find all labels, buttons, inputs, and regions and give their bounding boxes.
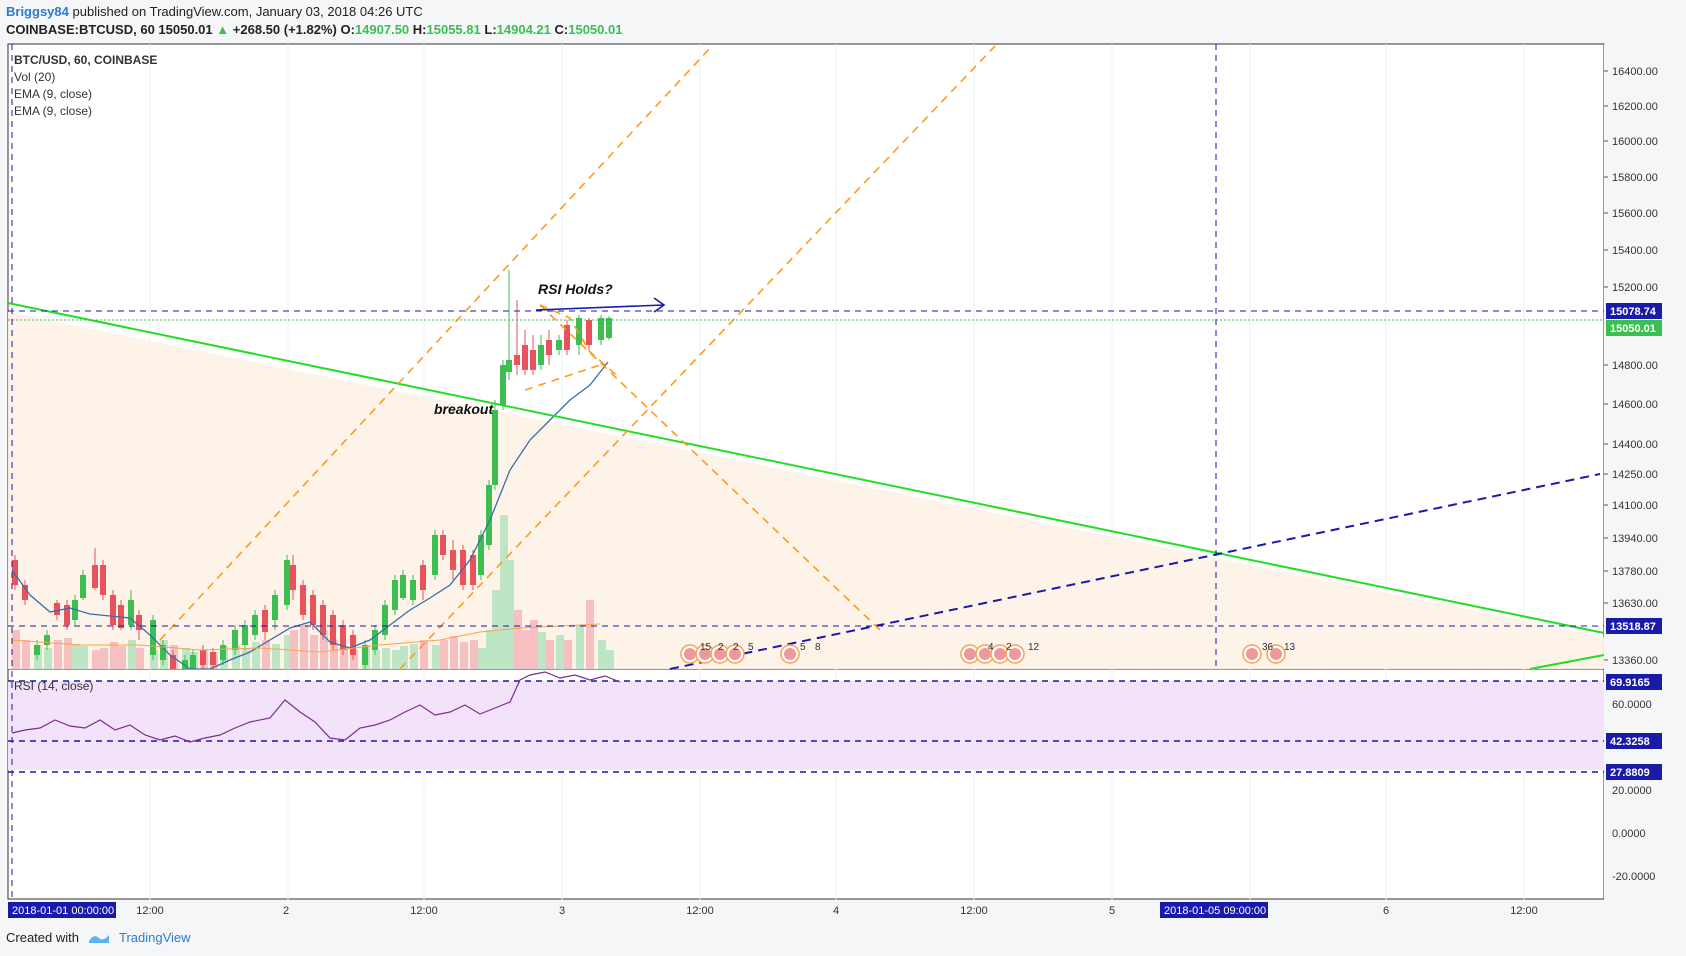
ema2-line <box>11 623 601 653</box>
author-link[interactable]: Briggsy84 <box>6 4 69 19</box>
ema-line <box>11 361 609 670</box>
price-tag: 13518.87 <box>1610 621 1656 633</box>
price-tick: 13780.00 <box>1612 566 1658 578</box>
high-label: H: <box>412 22 427 37</box>
price-tick: 14100.00 <box>1612 500 1658 512</box>
low-value: 14904.21 <box>496 22 551 37</box>
price-tick: 15400.00 <box>1612 245 1658 257</box>
time-tick: 12:00 <box>136 905 164 917</box>
low-label: L: <box>484 22 497 37</box>
price-tick: 13940.00 <box>1612 533 1658 545</box>
arrow-annotation <box>535 297 666 313</box>
price-tick: 16200.00 <box>1612 101 1658 113</box>
price-axis <box>1604 44 1686 900</box>
price-tick: 16400.00 <box>1612 66 1658 78</box>
price-tick: 14800.00 <box>1612 360 1658 372</box>
rsi-tick: -20.0000 <box>1612 871 1655 883</box>
time-axis <box>8 900 1604 920</box>
open-label: O: <box>340 22 355 37</box>
legend-vol: Vol (20) <box>14 70 55 84</box>
price-tick: 15600.00 <box>1612 208 1658 220</box>
wedge-fill <box>8 312 1604 669</box>
time-tag: 2018-01-01 00:00:00 <box>12 905 114 917</box>
event-count: 2 <box>1006 642 1012 653</box>
high-value: 15055.81 <box>426 22 481 37</box>
price-tick: 15800.00 <box>1612 172 1658 184</box>
footer: Created with TradingView <box>6 930 191 945</box>
blue-dashed-rising <box>669 473 1601 670</box>
event-count: 2 <box>718 642 724 653</box>
legend-ema2: EMA (9, close) <box>14 104 92 118</box>
event-count: 15 <box>700 642 712 653</box>
open-value: 14907.50 <box>354 22 410 37</box>
tradingview-brand[interactable]: TradingView <box>118 930 191 945</box>
event-count: 36 <box>1262 642 1274 653</box>
price-tick: 14600.00 <box>1612 399 1658 411</box>
legend-ema1: EMA (9, close) <box>14 87 92 101</box>
price-tick: 16000.00 <box>1612 136 1658 148</box>
event-markers: 15 2 2 5 5 8 4 2 12 36 13 <box>680 642 1296 664</box>
rsi-tick: 60.0000 <box>1612 699 1652 711</box>
created-with: Created with <box>6 930 79 945</box>
time-tick: 12:00 <box>1510 905 1538 917</box>
chart-canvas[interactable]: RSI Holds? breakout BTC/USD, 60, COINBAS… <box>0 0 1686 930</box>
time-tick: 5 <box>1109 905 1115 917</box>
event-count: 8 <box>815 642 821 653</box>
rsi-holds-label: RSI Holds? <box>538 281 613 297</box>
breakout-label: breakout <box>434 401 494 417</box>
event-count: 4 <box>988 642 994 653</box>
event-count: 5 <box>748 642 754 653</box>
time-tick: 12:00 <box>686 905 714 917</box>
price-tag: 15078.74 <box>1610 306 1657 318</box>
time-tick: 2 <box>283 905 289 917</box>
price-tag: 15050.01 <box>1610 323 1656 335</box>
price-tick: 13630.00 <box>1612 598 1658 610</box>
rsi-tick: 0.0000 <box>1612 828 1646 840</box>
symbol-text: COINBASE:BTCUSD, 60 <box>6 22 155 37</box>
green-trendline-main <box>7 302 1605 634</box>
rsi-line <box>11 671 621 743</box>
green-trendline-lower <box>1529 654 1605 670</box>
price-tick: 15200.00 <box>1612 282 1658 294</box>
event-count: 5 <box>800 642 806 653</box>
publish-info: published on TradingView.com, January 03… <box>72 4 423 19</box>
rsi-band <box>8 681 1604 770</box>
time-tick: 3 <box>559 905 565 917</box>
publish-header: Briggsy84 published on TradingView.com, … <box>6 4 423 19</box>
time-tick: 12:00 <box>960 905 988 917</box>
price-axis-labels: 16400.00 16200.00 16000.00 15800.00 15600.00… <box>1604 66 1662 883</box>
time-tick: 12:00 <box>410 905 438 917</box>
orange-channel <box>159 45 996 670</box>
time-axis-labels: 12:00 2 12:00 3 12:00 4 12:00 5 6 12:00 2018-01-01… <box>8 902 1538 918</box>
legend-main: BTC/USD, 60, COINBASE <box>14 53 157 67</box>
rsi-tag: 69.9165 <box>1610 677 1650 689</box>
legend-rsi: RSI (14, close) <box>14 679 93 693</box>
price-change: +268.50 (+1.82%) <box>232 22 337 37</box>
close-label: C: <box>554 22 569 37</box>
event-count: 2 <box>733 642 739 653</box>
time-tick: 4 <box>833 905 839 917</box>
last-price: 15050.01 <box>158 22 213 37</box>
time-tick: 6 <box>1383 905 1389 917</box>
rsi-tag: 27.8809 <box>1610 767 1650 779</box>
event-count: 12 <box>1028 642 1040 653</box>
price-tick: 14400.00 <box>1612 439 1658 451</box>
price-tick: 14250.00 <box>1612 469 1658 481</box>
event-count: 13 <box>1284 642 1296 653</box>
rsi-tick: 20.0000 <box>1612 785 1652 797</box>
price-tick: 13360.00 <box>1612 655 1658 667</box>
tradingview-logo-icon <box>88 934 109 943</box>
close-value: 15050.01 <box>568 22 623 37</box>
rsi-tag: 42.3258 <box>1610 736 1650 748</box>
time-tag: 2018-01-05 09:00:00 <box>1164 905 1266 917</box>
up-arrow-icon: ▲ <box>216 22 230 37</box>
symbol-header: COINBASE:BTCUSD, 60 15050.01 ▲ +268.50 (… <box>6 22 622 37</box>
